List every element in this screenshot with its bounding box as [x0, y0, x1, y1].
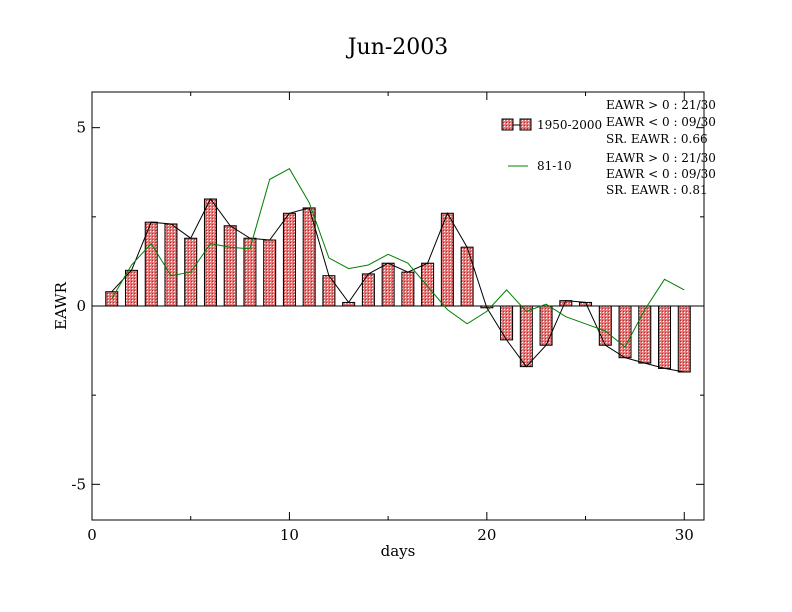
- bar-day-14: [361, 273, 375, 307]
- legend-swatch-bar-right: [519, 118, 532, 131]
- y-axis-label: EAWR: [52, 281, 70, 330]
- legend-label-1950-2000: 1950-2000: [537, 118, 602, 132]
- bar-day-7: [223, 225, 237, 307]
- bar-day-27: [618, 305, 632, 359]
- line-series-81-10: [111, 168, 685, 348]
- stat-line: SR. EAWR : 0.66: [606, 132, 708, 146]
- stat-line: SR. EAWR : 0.81: [606, 183, 708, 197]
- stat-line: EAWR > 0 : 21/30: [606, 98, 716, 112]
- y-tick-label: -5: [71, 475, 86, 493]
- stats-block-1: EAWR > 0 : 21/30 EAWR < 0 : 09/30 SR. EA…: [606, 98, 716, 146]
- legend-swatch-bar-left: [501, 118, 514, 131]
- stat-line: EAWR < 0 : 09/30: [606, 167, 716, 181]
- bar-day-2: [124, 269, 138, 307]
- bar-day-26: [598, 305, 612, 346]
- bar-day-9: [263, 239, 277, 307]
- bar-day-10: [282, 212, 296, 307]
- x-axis-ticks: 0 10 20 30: [87, 92, 694, 544]
- bar-day-22: [519, 305, 533, 368]
- x-tick-label: 30: [675, 526, 694, 544]
- bar-day-30: [677, 305, 691, 373]
- bar-day-4: [164, 223, 178, 307]
- y-axis-ticks: -5 0 5: [71, 119, 704, 493]
- bar-day-18: [440, 212, 454, 307]
- bar-top-connector-line: [111, 198, 685, 373]
- legend-label-81-10: 81-10: [537, 159, 572, 173]
- bar-day-3: [144, 221, 158, 307]
- bar-day-16: [401, 271, 415, 307]
- stats-block-2: EAWR > 0 : 21/30 EAWR < 0 : 09/30 SR. EA…: [606, 151, 716, 197]
- bar-day-17: [421, 262, 435, 307]
- bar-day-19: [460, 246, 474, 307]
- y-tick-label: 5: [76, 119, 86, 137]
- bar-day-28: [638, 305, 652, 364]
- bar-day-21: [500, 305, 514, 341]
- x-axis-label: days: [381, 542, 416, 560]
- chart-title: Jun-2003: [346, 35, 449, 60]
- stat-line: EAWR > 0 : 21/30: [606, 151, 716, 165]
- bar-day-12: [322, 275, 336, 307]
- x-tick-label: 10: [280, 526, 299, 544]
- bar-day-6: [203, 198, 217, 307]
- x-tick-label: 0: [87, 526, 97, 544]
- x-tick-label: 20: [477, 526, 496, 544]
- bar-day-29: [658, 305, 672, 369]
- bar-day-23: [539, 305, 553, 346]
- bar-series-1950-2000: [105, 198, 691, 373]
- stat-line: EAWR < 0 : 09/30: [606, 115, 716, 129]
- bar-day-15: [381, 262, 395, 307]
- y-tick-label: 0: [76, 297, 86, 315]
- legend: 1950-2000 81-10: [501, 118, 602, 173]
